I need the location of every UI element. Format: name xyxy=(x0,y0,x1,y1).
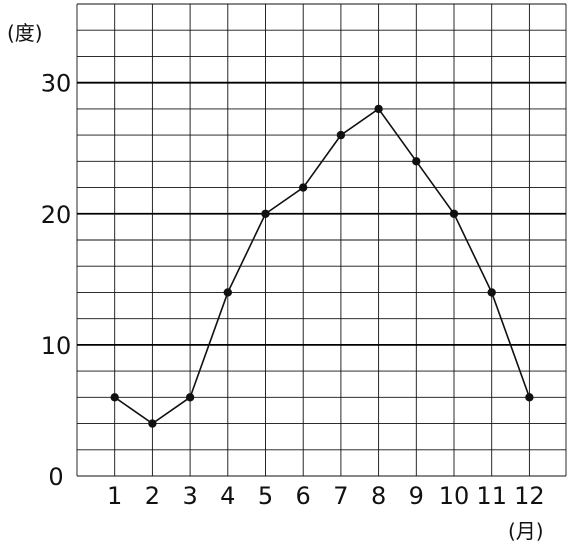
data-point-1 xyxy=(110,393,119,402)
x-tick-7: 7 xyxy=(333,482,348,510)
data-point-10 xyxy=(449,209,459,218)
data-point-11 xyxy=(487,288,496,297)
series-line xyxy=(114,107,531,425)
data-point-6 xyxy=(299,183,308,192)
x-tick-3: 3 xyxy=(182,482,197,510)
x-tick-10: 10 xyxy=(439,482,470,510)
data-point-8 xyxy=(374,104,383,114)
data-point-12 xyxy=(525,393,534,402)
x-tick-4: 4 xyxy=(220,482,235,510)
data-point-7 xyxy=(336,130,346,140)
data-point-4 xyxy=(223,288,232,297)
x-tick-11: 11 xyxy=(476,482,507,510)
x-tick-2: 2 xyxy=(145,482,160,510)
x-tick-12: 12 xyxy=(514,482,545,510)
y-tick-10: 10 xyxy=(41,332,72,360)
x-tick-5: 5 xyxy=(258,482,273,510)
x-tick-9: 9 xyxy=(409,482,424,510)
x-tick-8: 8 xyxy=(371,482,386,510)
y-tick-20: 20 xyxy=(41,201,72,229)
x-tick-1: 1 xyxy=(107,482,122,510)
y-tick-labels: 0 10 20 30 xyxy=(41,70,72,491)
x-tick-labels: 1 2 3 4 5 6 7 8 9 10 11 12 xyxy=(107,482,545,510)
y-tick-0: 0 xyxy=(48,463,63,491)
data-point-9 xyxy=(412,157,421,166)
data-point-5 xyxy=(261,209,270,218)
data-point-2 xyxy=(148,419,157,428)
y-tick-30: 30 xyxy=(41,70,72,98)
y-unit-label: (度) xyxy=(7,21,43,45)
grid xyxy=(76,3,567,477)
x-tick-6: 6 xyxy=(296,482,311,510)
data-points xyxy=(110,104,534,428)
data-point-3 xyxy=(185,393,195,402)
x-unit-label: (月) xyxy=(508,519,544,543)
